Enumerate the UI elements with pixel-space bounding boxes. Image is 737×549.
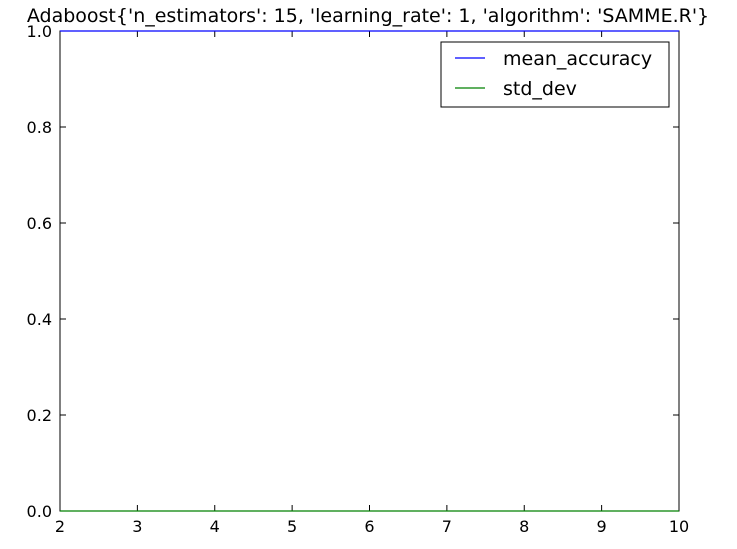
y-tick-label: 0.8 [27,118,52,137]
legend-label: mean_accuracy [503,48,652,70]
x-tick-label: 2 [55,517,65,536]
x-tick-label: 7 [442,517,452,536]
y-tick-label: 0.4 [27,310,52,329]
chart-title: Adaboost{'n_estimators': 15, 'learning_r… [27,5,709,27]
x-tick-label: 3 [132,517,142,536]
x-tick-label: 4 [210,517,220,536]
y-tick-label: 0.0 [27,502,52,521]
x-tick-label: 5 [287,517,297,536]
x-tick-label: 8 [519,517,529,536]
x-tick-label: 9 [597,517,607,536]
y-tick-label: 0.6 [27,214,52,233]
y-tick-label: 1.0 [27,22,52,41]
x-tick-label: 10 [669,517,689,536]
legend: mean_accuracy std_dev [441,42,669,107]
y-tick-label: 0.2 [27,406,52,425]
x-tick-label: 6 [364,517,374,536]
legend-label: std_dev [503,78,577,100]
